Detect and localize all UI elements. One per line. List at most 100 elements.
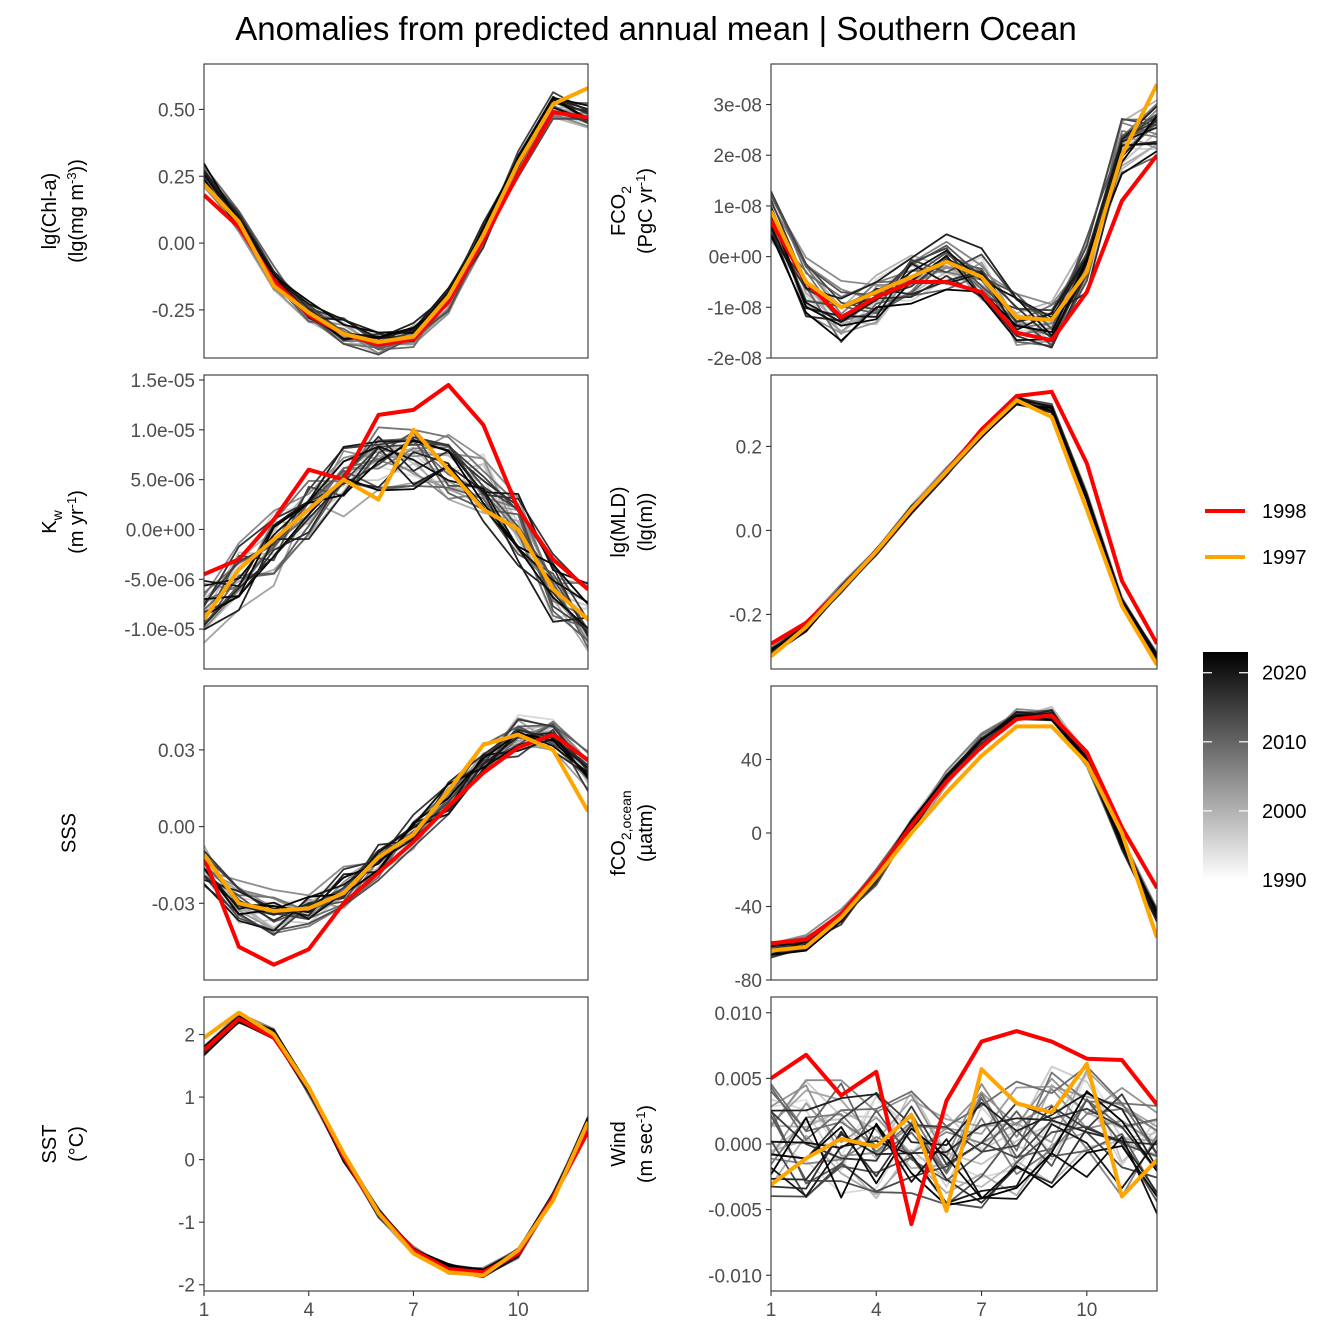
panel-lines-fco2 [771, 83, 1157, 349]
x-tick-label-sst: 4 [303, 1300, 314, 1321]
x-tick-label-sst: 10 [508, 1300, 529, 1321]
panel-fco2ocean: 40 0 -40 -80 fCO2,ocean (µatm) [608, 685, 1158, 992]
y-tick-label-fco2ocean: -40 [735, 898, 762, 919]
year-line-wind [771, 1123, 1157, 1204]
panel-lines-wind [771, 1029, 1157, 1227]
colorbar-tick-label: 1990 [1262, 870, 1307, 892]
legend: 1998 1997 2020 2010 2000 1990 [1203, 501, 1307, 892]
year-line-wind [771, 1084, 1157, 1170]
y-axis-title-main-mld: lg(MLD) [608, 486, 630, 557]
year-line-kw [204, 439, 588, 617]
y-tick-label-sst: -1 [178, 1213, 195, 1234]
panel-lines-sss [204, 714, 588, 967]
y-axis-unit-tail-fco2: ) [635, 168, 657, 175]
series-line-1998-fco2 [771, 153, 1157, 343]
series-line-1998-sss [204, 732, 588, 967]
y-tick-label-mld: 0.0 [736, 521, 762, 542]
year-line-wind [771, 1090, 1157, 1207]
y-axis-unit-tail-wind: ) [635, 1105, 657, 1112]
x-tick-label-sst: 1 [199, 1300, 210, 1321]
y-axis-unit-main-sst: (°C) [66, 1126, 88, 1162]
y-tick-label-fco2ocean: 0 [751, 824, 762, 845]
y-axis-unit-sst: (°C) [66, 1126, 88, 1162]
series-line-1997-fco2ocean [771, 724, 1157, 953]
y-axis-unit-wind: (m sec-1) [633, 1105, 657, 1183]
y-tick-label-chl: -0.25 [152, 301, 195, 322]
y-axis-unit-tail-kw: ) [66, 490, 88, 497]
year-line-wind [771, 1126, 1157, 1200]
x-tick-label-wind: 7 [976, 1300, 987, 1321]
y-axis-title-main-sst: SST [39, 1125, 61, 1164]
x-tick-label-wind: 1 [766, 1300, 777, 1321]
y-tick-label-wind: 0.000 [714, 1135, 762, 1156]
year-line-kw [204, 464, 588, 629]
panel-frame-sst [203, 996, 589, 1292]
y-axis-unit-sup-kw: -1 [64, 497, 79, 509]
chart-title: Anomalies from predicted annual mean | S… [235, 10, 1076, 47]
y-axis-unit-kw: (m yr-1) [64, 490, 88, 554]
x-tick-label-wind: 4 [871, 1300, 882, 1321]
y-tick-label-kw: -1.0e-05 [124, 620, 195, 641]
y-tick-label-wind: 0.010 [714, 1004, 762, 1025]
year-line-sss [204, 729, 588, 922]
y-tick-label-kw: 0.0e+00 [126, 520, 195, 541]
y-axis-unit-sup-wind: -1 [633, 1112, 648, 1124]
year-line-wind [771, 1125, 1157, 1209]
y-axis-title-mld: lg(MLD) [608, 486, 630, 557]
series-line-1997-sst [204, 1010, 588, 1278]
y-axis-title-sst: SST [39, 1125, 61, 1164]
colorbar-tick-label: 2020 [1262, 663, 1307, 685]
panel-lines-kw [204, 383, 588, 652]
panel-frame-chl [203, 63, 589, 359]
panel-chl: 0.50 0.25 0.00 -0.25 lg(Chl-a) (lg(mg m-3)) [39, 63, 589, 359]
panel-frame-fco2 [770, 63, 1158, 359]
legend-label-1998: 1998 [1262, 501, 1307, 523]
series-line-1998-fco2ocean [771, 713, 1157, 946]
y-axis-unit-main-mld: (lg(m)) [635, 493, 657, 552]
year-line-wind [771, 1124, 1157, 1214]
x-tick-label-sst: 7 [408, 1300, 419, 1321]
y-axis-title-sss: SSS [59, 813, 81, 853]
panel-mld: 0.2 0.0 -0.2 lg(MLD) (lg(m)) [608, 374, 1158, 670]
y-tick-label-sss: 0.00 [158, 818, 195, 839]
y-tick-label-sst: -2 [178, 1276, 195, 1297]
y-tick-label-fco2: -1e-08 [707, 298, 762, 319]
y-axis-unit-main-fco2: (PgC yr [635, 186, 657, 254]
panel-kw: 1.5e-05 1.0e-05 5.0e-06 0.0e+00 -5.0e-06 -1.0… [39, 371, 589, 670]
y-tick-label-fco2ocean: 40 [741, 751, 762, 772]
series-line-1997-mld [771, 398, 1157, 666]
y-tick-label-wind: -0.005 [708, 1201, 762, 1222]
y-axis-unit-main-wind: (m sec [635, 1123, 657, 1183]
y-tick-label-fco2: 2e-08 [713, 146, 762, 167]
y-axis-unit-sup-fco2: -1 [633, 175, 648, 187]
series-line-1998-kw [204, 383, 588, 591]
colorbar-tick-label: 2010 [1262, 732, 1307, 754]
y-axis-unit-main-chl: (lg(mg m [66, 184, 88, 263]
y-axis-unit-tail-chl: )) [66, 159, 88, 172]
colorbar [1203, 652, 1248, 880]
year-line-fco2 [771, 114, 1157, 342]
y-tick-label-sst: 1 [184, 1088, 195, 1109]
y-axis-title-chl: lg(Chl-a) [39, 173, 61, 250]
panel-frame-mld [770, 374, 1158, 670]
y-tick-label-kw: 1.0e-05 [131, 421, 195, 442]
series-line-1997-wind [771, 1061, 1157, 1213]
y-axis-title-wind: Wind [608, 1121, 630, 1167]
y-tick-label-kw: 1.5e-05 [131, 371, 195, 392]
panel-lines-sst [204, 1010, 588, 1279]
series-line-1997-fco2 [771, 83, 1157, 322]
x-tick-label-wind: 10 [1076, 1300, 1097, 1321]
y-tick-label-sss: 0.03 [158, 741, 195, 762]
y-axis-title-main-chl: lg(Chl-a) [39, 173, 61, 250]
y-axis-title-sub-fco2ocean: 2,ocean [618, 790, 634, 840]
y-axis-title-main-fco2ocean: fCO [608, 840, 630, 876]
y-tick-label-fco2ocean: -80 [735, 971, 762, 992]
series-line-1997-chl [204, 86, 588, 344]
y-tick-label-sst: 2 [184, 1026, 195, 1047]
y-axis-unit-fco2ocean: (µatm) [635, 804, 657, 862]
y-tick-label-fco2: -2e-08 [707, 349, 762, 370]
y-axis-title-fco2ocean: fCO2,ocean [608, 790, 634, 875]
